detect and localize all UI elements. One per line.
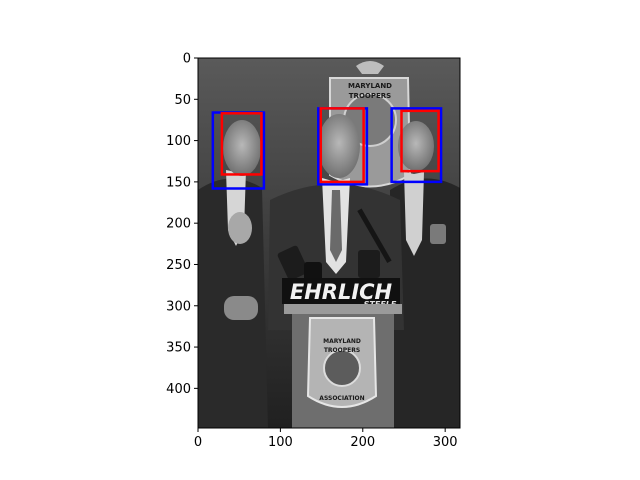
x-axis: 0 100 200 300: [194, 428, 458, 450]
red-box-2: [319, 107, 365, 184]
podium-badge-label-bottom: ASSOCIATION: [319, 395, 364, 402]
banner-text: EHRLICH: [290, 280, 393, 304]
y-tick-label: 400: [166, 382, 191, 397]
red-box-1: [220, 112, 263, 176]
wall-badge-label-top: MARYLAND: [348, 82, 392, 90]
y-tick-label: 200: [166, 217, 191, 232]
y-tick-label: 250: [166, 258, 191, 273]
x-tick-label: 200: [350, 435, 375, 450]
y-tick-label: 350: [166, 341, 191, 356]
x-tick-label: 100: [268, 435, 293, 450]
right-person: [390, 121, 460, 428]
wall-badge-label-mid: TROOPERS: [349, 92, 391, 100]
y-tick-label: 300: [166, 299, 191, 314]
podium: MARYLAND TROOPERS ASSOCIATION: [284, 304, 402, 428]
y-tick-label: 0: [183, 52, 191, 67]
x-tick-label: 0: [194, 435, 202, 450]
podium-badge-label-top: MARYLAND: [323, 338, 361, 345]
microphones: [277, 208, 392, 284]
detection-boxes: [211, 107, 443, 190]
y-tick-label: 100: [166, 134, 191, 149]
blue-box-3: [390, 107, 443, 184]
red-box-3: [400, 109, 440, 173]
y-tick-label: 50: [174, 93, 191, 108]
podium-badge-label-mid: TROOPERS: [324, 347, 360, 354]
y-axis: 0 50 100 150 200 250 300 350 400: [166, 52, 198, 397]
axes-frame: [197, 57, 461, 429]
press-conference-photo: MARYLAND TROOPERS: [198, 58, 460, 428]
y-tick-label: 150: [166, 175, 191, 190]
x-tick-label: 300: [433, 435, 458, 450]
